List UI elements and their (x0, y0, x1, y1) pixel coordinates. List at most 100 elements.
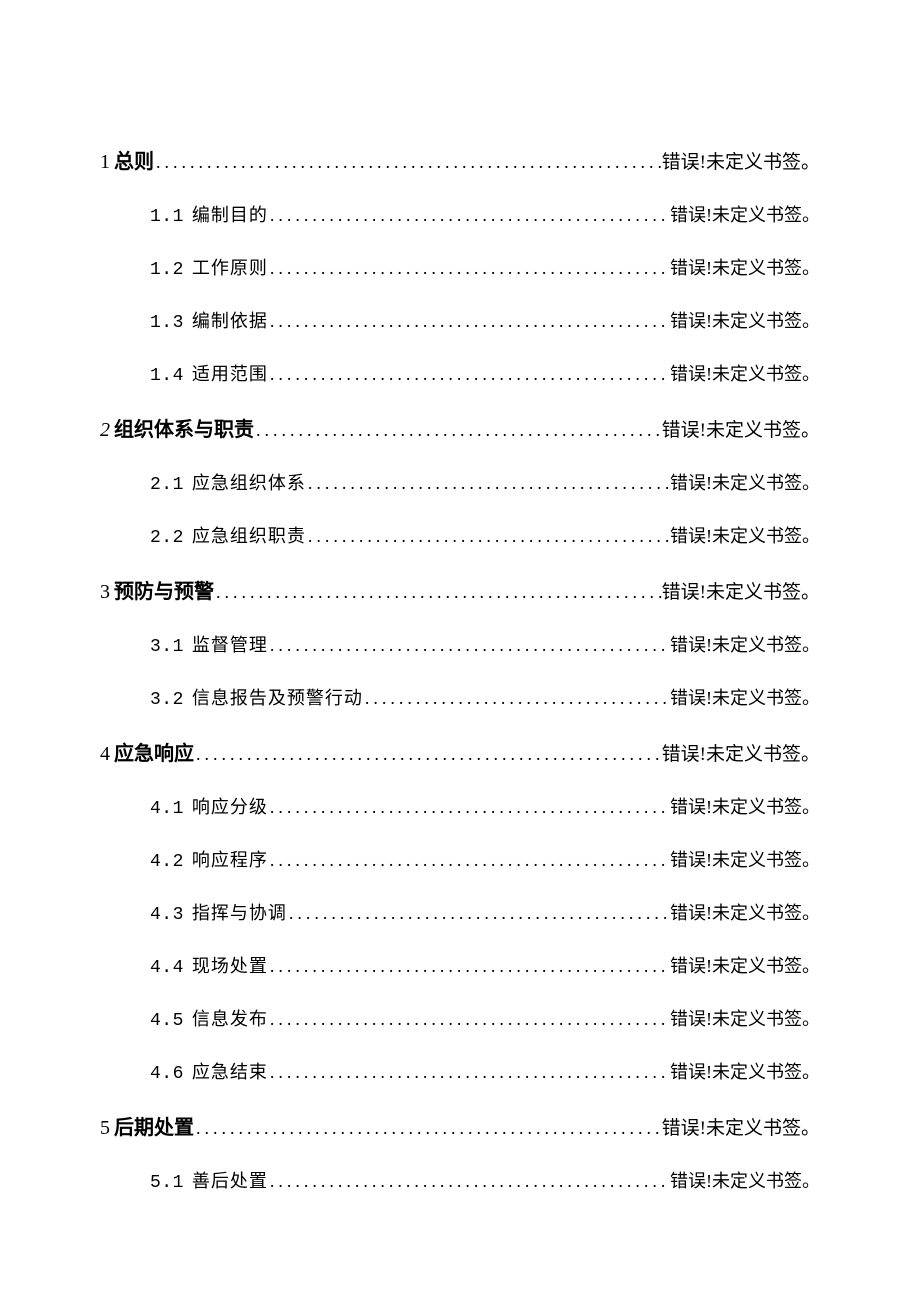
toc-entry-number: 2.2 (150, 528, 184, 548)
toc-entry-title: 后期处置 (114, 1111, 194, 1140)
toc-entry-page: 错误!未定义书签。 (670, 631, 820, 657)
toc-entry: 4应急响应...................................… (100, 737, 820, 766)
toc-entry-page: 错误!未定义书签。 (670, 254, 820, 280)
toc-entry-number: 4.4 (150, 958, 184, 978)
toc-entry-title: 指挥与协调 (192, 899, 287, 925)
toc-entry-number: 4.5 (150, 1011, 184, 1031)
toc-entry-number: 4 (100, 743, 110, 766)
toc-leader-dots: ........................................… (268, 797, 670, 818)
toc-entry-number: 1.3 (150, 313, 184, 333)
toc-entry-title: 善后处置 (192, 1167, 268, 1193)
toc-leader-dots: ........................................… (268, 850, 670, 871)
toc-entry: 5后期处置...................................… (100, 1111, 820, 1140)
toc-entry-page: 错误!未定义书签。 (670, 201, 820, 227)
table-of-contents: 1总则.....................................… (100, 145, 820, 1193)
toc-entry: 4.6 应急结束.................................… (100, 1058, 820, 1084)
toc-entry-page: 错误!未定义书签。 (662, 1113, 820, 1140)
toc-entry-page: 错误!未定义书签。 (670, 307, 820, 333)
toc-leader-dots: ........................................… (194, 1118, 662, 1139)
toc-entry-title: 应急响应 (114, 737, 194, 766)
toc-entry-title: 适用范围 (192, 360, 268, 386)
toc-leader-dots: ........................................… (214, 582, 662, 603)
toc-entry-title: 信息报告及预警行动 (192, 684, 363, 710)
toc-entry-number: 2 (100, 419, 110, 442)
toc-entry-title: 响应分级 (192, 793, 268, 819)
toc-entry-title: 响应程序 (192, 846, 268, 872)
toc-leader-dots: ........................................… (194, 744, 662, 765)
toc-entry-page: 错误!未定义书签。 (670, 684, 820, 710)
toc-entry-title: 总则 (114, 145, 154, 174)
toc-leader-dots: ........................................… (268, 1062, 670, 1083)
toc-leader-dots: ........................................… (363, 688, 670, 709)
toc-entry-number: 4.6 (150, 1064, 184, 1084)
toc-entry-number: 4.1 (150, 799, 184, 819)
toc-leader-dots: ........................................… (268, 311, 670, 332)
toc-leader-dots: ........................................… (268, 205, 670, 226)
toc-entry-page: 错误!未定义书签。 (670, 899, 820, 925)
toc-entry-number: 2.1 (150, 475, 184, 495)
toc-entry-title: 现场处置 (192, 952, 268, 978)
toc-leader-dots: ........................................… (268, 1171, 670, 1192)
toc-entry: 5.1 善后处置.................................… (100, 1167, 820, 1193)
toc-entry-number: 3.2 (150, 690, 184, 710)
toc-leader-dots: ........................................… (268, 956, 670, 977)
toc-entry-number: 4.3 (150, 905, 184, 925)
toc-entry: 4.2 响应程序.................................… (100, 846, 820, 872)
toc-entry-page: 错误!未定义书签。 (662, 147, 820, 174)
toc-entry-number: 1.2 (150, 260, 184, 280)
toc-entry: 2组织体系与职责................................… (100, 413, 820, 442)
toc-entry: 3.1 监督管理.................................… (100, 631, 820, 657)
toc-entry-page: 错误!未定义书签。 (670, 952, 820, 978)
toc-leader-dots: ........................................… (268, 1009, 670, 1030)
toc-entry-title: 编制目的 (192, 201, 268, 227)
toc-entry-title: 监督管理 (192, 631, 268, 657)
toc-entry-number: 3 (100, 581, 110, 604)
toc-entry-number: 1.1 (150, 207, 184, 227)
toc-entry: 3预防与预警..................................… (100, 575, 820, 604)
toc-entry-page: 错误!未定义书签。 (670, 360, 820, 386)
toc-entry-number: 5 (100, 1117, 110, 1140)
toc-entry: 4.1 响应分级.................................… (100, 793, 820, 819)
toc-entry-title: 组织体系与职责 (114, 413, 254, 442)
toc-entry-page: 错误!未定义书签。 (662, 415, 820, 442)
toc-leader-dots: ........................................… (306, 526, 670, 547)
toc-entry-title: 预防与预警 (114, 575, 214, 604)
toc-entry-page: 错误!未定义书签。 (670, 1167, 820, 1193)
toc-entry-title: 编制依据 (192, 307, 268, 333)
toc-leader-dots: ........................................… (268, 364, 670, 385)
toc-entry: 4.4 现场处置.................................… (100, 952, 820, 978)
toc-entry: 2.1 应急组织体系...............................… (100, 469, 820, 495)
toc-entry-number: 1 (100, 151, 110, 174)
toc-entry: 1.2 工作原则.................................… (100, 254, 820, 280)
toc-entry-page: 错误!未定义书签。 (670, 469, 820, 495)
toc-entry: 2.2 应急组织职责...............................… (100, 522, 820, 548)
toc-entry-title: 应急结束 (192, 1058, 268, 1084)
toc-entry-page: 错误!未定义书签。 (670, 1005, 820, 1031)
toc-leader-dots: ........................................… (268, 635, 670, 656)
toc-entry-page: 错误!未定义书签。 (670, 846, 820, 872)
toc-entry: 1.3 编制依据.................................… (100, 307, 820, 333)
toc-leader-dots: ........................................… (268, 258, 670, 279)
toc-entry: 4.3 指挥与协调................................… (100, 899, 820, 925)
toc-entry-title: 应急组织职责 (192, 522, 306, 548)
toc-entry-title: 应急组织体系 (192, 469, 306, 495)
toc-entry-title: 信息发布 (192, 1005, 268, 1031)
toc-leader-dots: ........................................… (287, 903, 670, 924)
toc-entry: 1总则.....................................… (100, 145, 820, 174)
toc-entry-page: 错误!未定义书签。 (662, 577, 820, 604)
toc-entry: 4.5 信息发布.................................… (100, 1005, 820, 1031)
toc-entry-page: 错误!未定义书签。 (670, 793, 820, 819)
toc-entry-number: 1.4 (150, 366, 184, 386)
toc-entry: 3.2 信息报告及预警行动............................… (100, 684, 820, 710)
toc-entry-page: 错误!未定义书签。 (670, 522, 820, 548)
toc-leader-dots: ........................................… (306, 473, 670, 494)
toc-entry-number: 3.1 (150, 637, 184, 657)
toc-entry-number: 5.1 (150, 1173, 184, 1193)
toc-entry-page: 错误!未定义书签。 (662, 739, 820, 766)
toc-entry-number: 4.2 (150, 852, 184, 872)
toc-entry-title: 工作原则 (192, 254, 268, 280)
toc-leader-dots: ........................................… (254, 420, 662, 441)
toc-entry-page: 错误!未定义书签。 (670, 1058, 820, 1084)
toc-entry: 1.1 编制目的.................................… (100, 201, 820, 227)
toc-leader-dots: ........................................… (154, 152, 662, 173)
